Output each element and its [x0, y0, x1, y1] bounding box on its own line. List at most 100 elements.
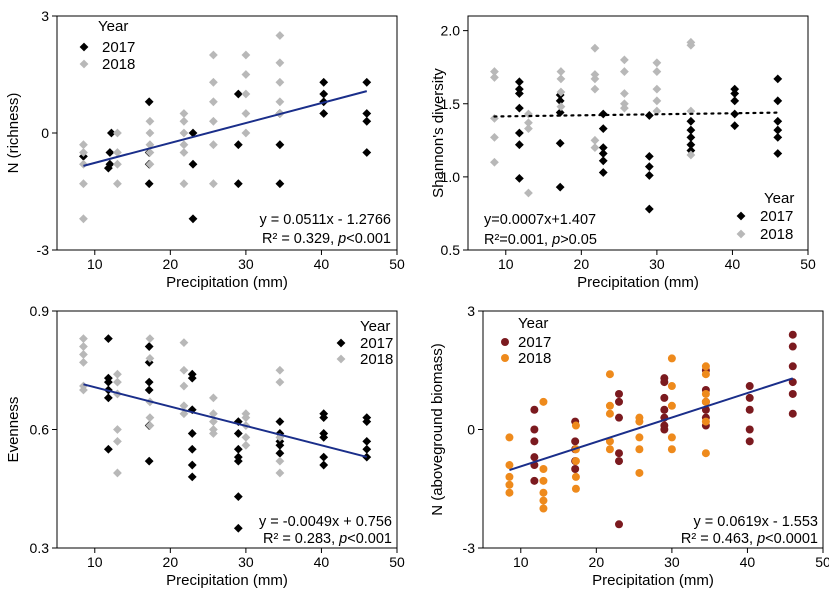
- x-tick-label: 20: [574, 256, 590, 272]
- data-point: [79, 140, 88, 150]
- r-squared-text: R² = 0.463, p<0.0001: [681, 531, 818, 547]
- data-point: [275, 440, 285, 450]
- data-point: [113, 468, 122, 478]
- data-point: [145, 128, 155, 138]
- trend-line: [83, 90, 368, 167]
- data-point: [144, 456, 154, 466]
- r-squared-text: R²=0.001, p>0.05: [484, 232, 597, 248]
- data-point: [652, 58, 662, 68]
- data-point: [113, 148, 122, 157]
- data-point: [209, 77, 218, 87]
- panel-evenness: 10 20 30 40 50 0.3 0.6 0.9 Precipitation (mm) Eve…: [5, 303, 405, 589]
- annotation-part: <0.001: [347, 531, 392, 547]
- data-point: [701, 397, 710, 406]
- panel-shannon: 10 20 30 40 50 0.5 1.0 1.5 2.0 Precipitation (mm)…: [430, 15, 816, 291]
- data-point: [745, 393, 754, 402]
- data-point: [635, 445, 644, 454]
- data-point: [233, 140, 243, 150]
- legend-marker-2017: [501, 338, 509, 346]
- data-point: [113, 159, 122, 169]
- data-point: [275, 179, 285, 189]
- data-point: [524, 118, 533, 128]
- data-point: [233, 179, 243, 189]
- y-tick-label: 0.3: [30, 540, 50, 556]
- data-point: [555, 108, 565, 117]
- y-tick-label: 1.5: [441, 96, 461, 112]
- data-point: [209, 393, 218, 403]
- data-point: [605, 409, 614, 418]
- data-point: [187, 444, 197, 454]
- data-point: [620, 67, 629, 76]
- x-tick-label: 50: [389, 256, 405, 272]
- data-point: [275, 140, 285, 150]
- data-point: [505, 480, 514, 489]
- data-point: [179, 109, 189, 118]
- data-point: [233, 444, 243, 454]
- x-axis-label: Precipitation (mm): [577, 274, 699, 291]
- data-point: [598, 143, 608, 153]
- annotation-part: p: [551, 232, 560, 248]
- data-point: [530, 476, 539, 485]
- data-point: [745, 437, 754, 446]
- annotation-part: R²=0.001,: [484, 232, 552, 248]
- regression-equation: y = 0.0511x - 1.2766: [259, 212, 391, 228]
- x-tick-label: 20: [163, 554, 179, 570]
- data-point: [490, 113, 499, 123]
- data-point: [319, 77, 329, 87]
- data-point: [362, 77, 372, 87]
- annotation-part: <0.001: [346, 231, 391, 247]
- r-squared-text: R² = 0.283, p<0.001: [263, 531, 392, 547]
- data-point: [505, 488, 514, 497]
- data-point: [105, 159, 115, 169]
- x-tick-label: 10: [87, 554, 103, 570]
- data-point: [555, 182, 565, 192]
- data-point: [701, 389, 710, 398]
- y-tick-label: 3: [467, 303, 475, 319]
- data-point: [505, 472, 514, 481]
- data-point: [514, 140, 524, 150]
- data-point: [539, 397, 548, 406]
- data-point: [652, 106, 662, 116]
- x-tick-label: 40: [740, 554, 756, 570]
- data-point: [241, 440, 251, 450]
- x-axis-label: Precipitation (mm): [166, 274, 288, 291]
- data-point: [241, 128, 251, 138]
- x-tick-label: 30: [664, 554, 680, 570]
- data-point: [275, 31, 285, 40]
- plot-frame: [467, 15, 809, 251]
- data-point: [275, 365, 285, 375]
- data-point: [745, 425, 754, 434]
- data-point: [652, 96, 662, 106]
- data-point: [105, 148, 115, 157]
- legend-label-2017: 2017: [760, 208, 793, 225]
- legend-label-2018: 2018: [760, 226, 793, 243]
- data-point: [571, 421, 580, 430]
- y-tick-label: 0.9: [30, 303, 50, 319]
- data-point: [652, 84, 662, 94]
- data-point: [635, 433, 644, 442]
- x-tick-label: 10: [87, 256, 103, 272]
- series-2018: [79, 334, 285, 478]
- data-point: [490, 67, 499, 76]
- legend-title: Year: [518, 315, 548, 332]
- annotation-part: >0.05: [560, 232, 597, 248]
- data-point: [275, 97, 285, 107]
- data-point: [362, 116, 372, 126]
- data-point: [188, 159, 198, 169]
- data-point: [241, 433, 251, 442]
- x-tick-label: 50: [800, 256, 816, 272]
- data-point: [530, 425, 539, 434]
- legend-marker-2018: [336, 354, 346, 364]
- data-point: [209, 116, 218, 126]
- data-point: [620, 55, 629, 65]
- data-point: [556, 74, 566, 84]
- panel-biomass: 10 20 30 40 50 -3 0 3 Precipitation (mm) N (above…: [429, 303, 829, 589]
- data-point: [103, 393, 113, 403]
- data-point: [644, 171, 654, 180]
- data-point: [730, 89, 740, 98]
- legend-marker-2018: [501, 354, 509, 362]
- data-point: [144, 179, 154, 189]
- data-point: [571, 457, 580, 466]
- data-point: [524, 188, 533, 198]
- data-point: [144, 385, 154, 395]
